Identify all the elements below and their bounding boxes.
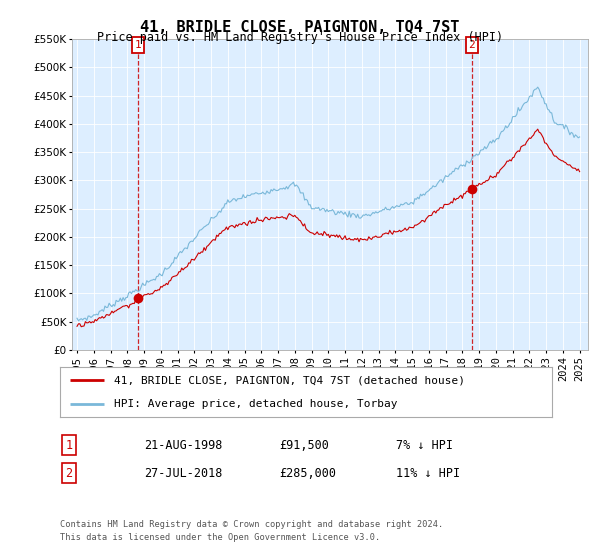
Text: 2: 2 [65, 466, 73, 480]
Text: This data is licensed under the Open Government Licence v3.0.: This data is licensed under the Open Gov… [60, 533, 380, 542]
Text: 27-JUL-2018: 27-JUL-2018 [144, 466, 223, 480]
Text: 11% ↓ HPI: 11% ↓ HPI [396, 466, 460, 480]
Text: 21-AUG-1998: 21-AUG-1998 [144, 438, 223, 452]
Text: £285,000: £285,000 [279, 466, 336, 480]
Text: Contains HM Land Registry data © Crown copyright and database right 2024.: Contains HM Land Registry data © Crown c… [60, 520, 443, 529]
Text: £91,500: £91,500 [279, 438, 329, 452]
Text: 1: 1 [65, 438, 73, 452]
Text: HPI: Average price, detached house, Torbay: HPI: Average price, detached house, Torb… [114, 399, 398, 409]
Text: 2: 2 [469, 40, 475, 50]
Text: 41, BRIDLE CLOSE, PAIGNTON, TQ4 7ST (detached house): 41, BRIDLE CLOSE, PAIGNTON, TQ4 7ST (det… [114, 375, 465, 385]
Text: 41, BRIDLE CLOSE, PAIGNTON, TQ4 7ST: 41, BRIDLE CLOSE, PAIGNTON, TQ4 7ST [140, 20, 460, 35]
Text: Price paid vs. HM Land Registry's House Price Index (HPI): Price paid vs. HM Land Registry's House … [97, 31, 503, 44]
Text: 7% ↓ HPI: 7% ↓ HPI [396, 438, 453, 452]
Text: 1: 1 [134, 40, 142, 50]
